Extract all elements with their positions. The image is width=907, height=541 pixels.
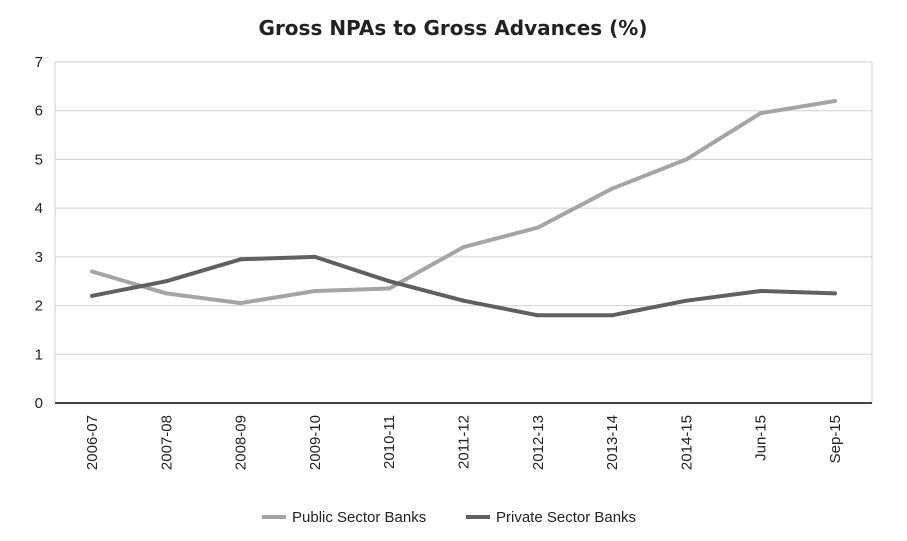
data-point bbox=[461, 298, 466, 303]
x-tick-label: 2011-12 bbox=[456, 415, 473, 469]
x-tick-label: 2013-14 bbox=[604, 415, 621, 470]
data-point bbox=[312, 288, 317, 293]
data-point bbox=[832, 291, 837, 296]
data-point bbox=[758, 111, 763, 116]
y-tick-label: 5 bbox=[35, 151, 43, 168]
y-tick-label: 3 bbox=[35, 249, 43, 266]
y-tick-label: 0 bbox=[35, 395, 43, 412]
y-tick-label: 2 bbox=[35, 298, 43, 315]
data-point bbox=[238, 301, 243, 306]
data-point bbox=[90, 269, 95, 274]
series-lines bbox=[90, 98, 837, 318]
data-point bbox=[758, 288, 763, 293]
x-tick-label: Jun-15 bbox=[753, 415, 770, 461]
data-point bbox=[164, 291, 169, 296]
gridlines bbox=[55, 61, 872, 355]
data-point bbox=[610, 313, 615, 318]
x-tick-label: 2009-10 bbox=[307, 415, 324, 470]
x-tick-label: 2012-13 bbox=[530, 415, 547, 470]
chart-title: Gross NPAs to Gross Advances (%) bbox=[259, 16, 648, 40]
data-point bbox=[387, 279, 392, 284]
data-point bbox=[312, 254, 317, 259]
x-tick-label: 2006-07 bbox=[84, 415, 101, 470]
legend-label-0: Public Sector Banks bbox=[292, 509, 426, 526]
y-tick-label: 6 bbox=[35, 103, 43, 120]
data-point bbox=[164, 279, 169, 284]
y-tick-label: 4 bbox=[35, 200, 43, 217]
data-point bbox=[387, 286, 392, 291]
data-point bbox=[535, 313, 540, 318]
axes: 0 1 2 3 4 5 6 7 2006-07 2007-08 2008-09 2009-10 2010… bbox=[35, 54, 873, 470]
data-point bbox=[461, 245, 466, 250]
data-point bbox=[610, 186, 615, 191]
y-tick-label: 1 bbox=[35, 346, 43, 363]
legend-label-1: Private Sector Banks bbox=[496, 509, 636, 526]
data-point bbox=[238, 257, 243, 262]
legend: Public Sector Banks Private Sector Banks bbox=[262, 509, 636, 526]
x-tick-label: 2008-09 bbox=[233, 415, 250, 470]
data-point bbox=[90, 293, 95, 298]
data-point bbox=[832, 98, 837, 103]
data-point bbox=[535, 225, 540, 230]
data-point bbox=[684, 157, 689, 162]
x-tick-label: Sep-15 bbox=[827, 415, 844, 463]
x-tick-label: 2014-15 bbox=[678, 415, 695, 470]
data-point bbox=[684, 298, 689, 303]
x-tick-label: 2010-11 bbox=[381, 415, 398, 469]
y-tick-label: 7 bbox=[35, 54, 43, 71]
x-tick-label: 2007-08 bbox=[158, 415, 175, 470]
